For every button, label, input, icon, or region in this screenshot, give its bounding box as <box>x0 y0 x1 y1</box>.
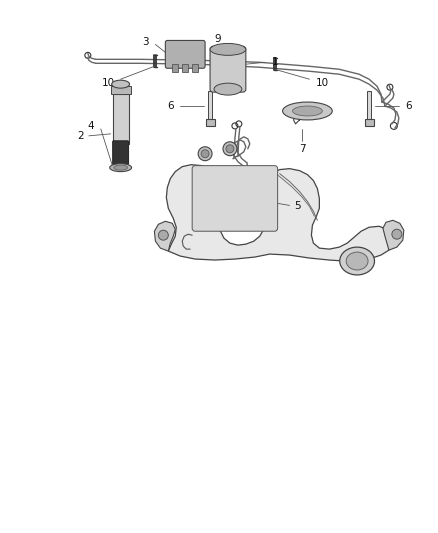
Circle shape <box>198 147 212 160</box>
Text: 2: 2 <box>78 131 84 141</box>
Text: 3: 3 <box>142 37 149 47</box>
Bar <box>172 64 178 72</box>
Ellipse shape <box>110 164 131 172</box>
Bar <box>205 119 215 126</box>
FancyBboxPatch shape <box>113 141 129 165</box>
Text: 6: 6 <box>406 101 412 111</box>
Ellipse shape <box>112 80 130 88</box>
Circle shape <box>201 150 209 158</box>
Text: 1: 1 <box>271 58 278 67</box>
Text: 10: 10 <box>316 78 329 88</box>
Ellipse shape <box>214 83 242 95</box>
Ellipse shape <box>114 165 127 170</box>
Bar <box>192 64 198 72</box>
Bar <box>364 119 374 126</box>
FancyBboxPatch shape <box>192 166 278 231</box>
Bar <box>111 86 131 94</box>
Circle shape <box>223 142 237 156</box>
Ellipse shape <box>293 106 322 116</box>
Text: 5: 5 <box>294 201 301 212</box>
Text: 7: 7 <box>299 144 306 154</box>
Text: 6: 6 <box>167 101 173 111</box>
Polygon shape <box>383 220 404 250</box>
FancyBboxPatch shape <box>165 41 205 68</box>
Bar <box>182 64 188 72</box>
Circle shape <box>226 145 234 153</box>
Bar <box>208 91 212 119</box>
Circle shape <box>159 230 168 240</box>
Bar <box>367 91 371 119</box>
Polygon shape <box>166 165 393 261</box>
Ellipse shape <box>210 43 246 55</box>
Bar <box>113 94 129 144</box>
FancyBboxPatch shape <box>210 46 246 92</box>
Circle shape <box>392 229 402 239</box>
Ellipse shape <box>340 247 374 275</box>
Text: 4: 4 <box>88 121 94 131</box>
Ellipse shape <box>346 252 368 270</box>
Text: 9: 9 <box>215 35 221 44</box>
Text: 10: 10 <box>102 78 115 88</box>
Polygon shape <box>155 221 175 251</box>
Ellipse shape <box>283 102 332 120</box>
Text: 8: 8 <box>247 176 253 187</box>
